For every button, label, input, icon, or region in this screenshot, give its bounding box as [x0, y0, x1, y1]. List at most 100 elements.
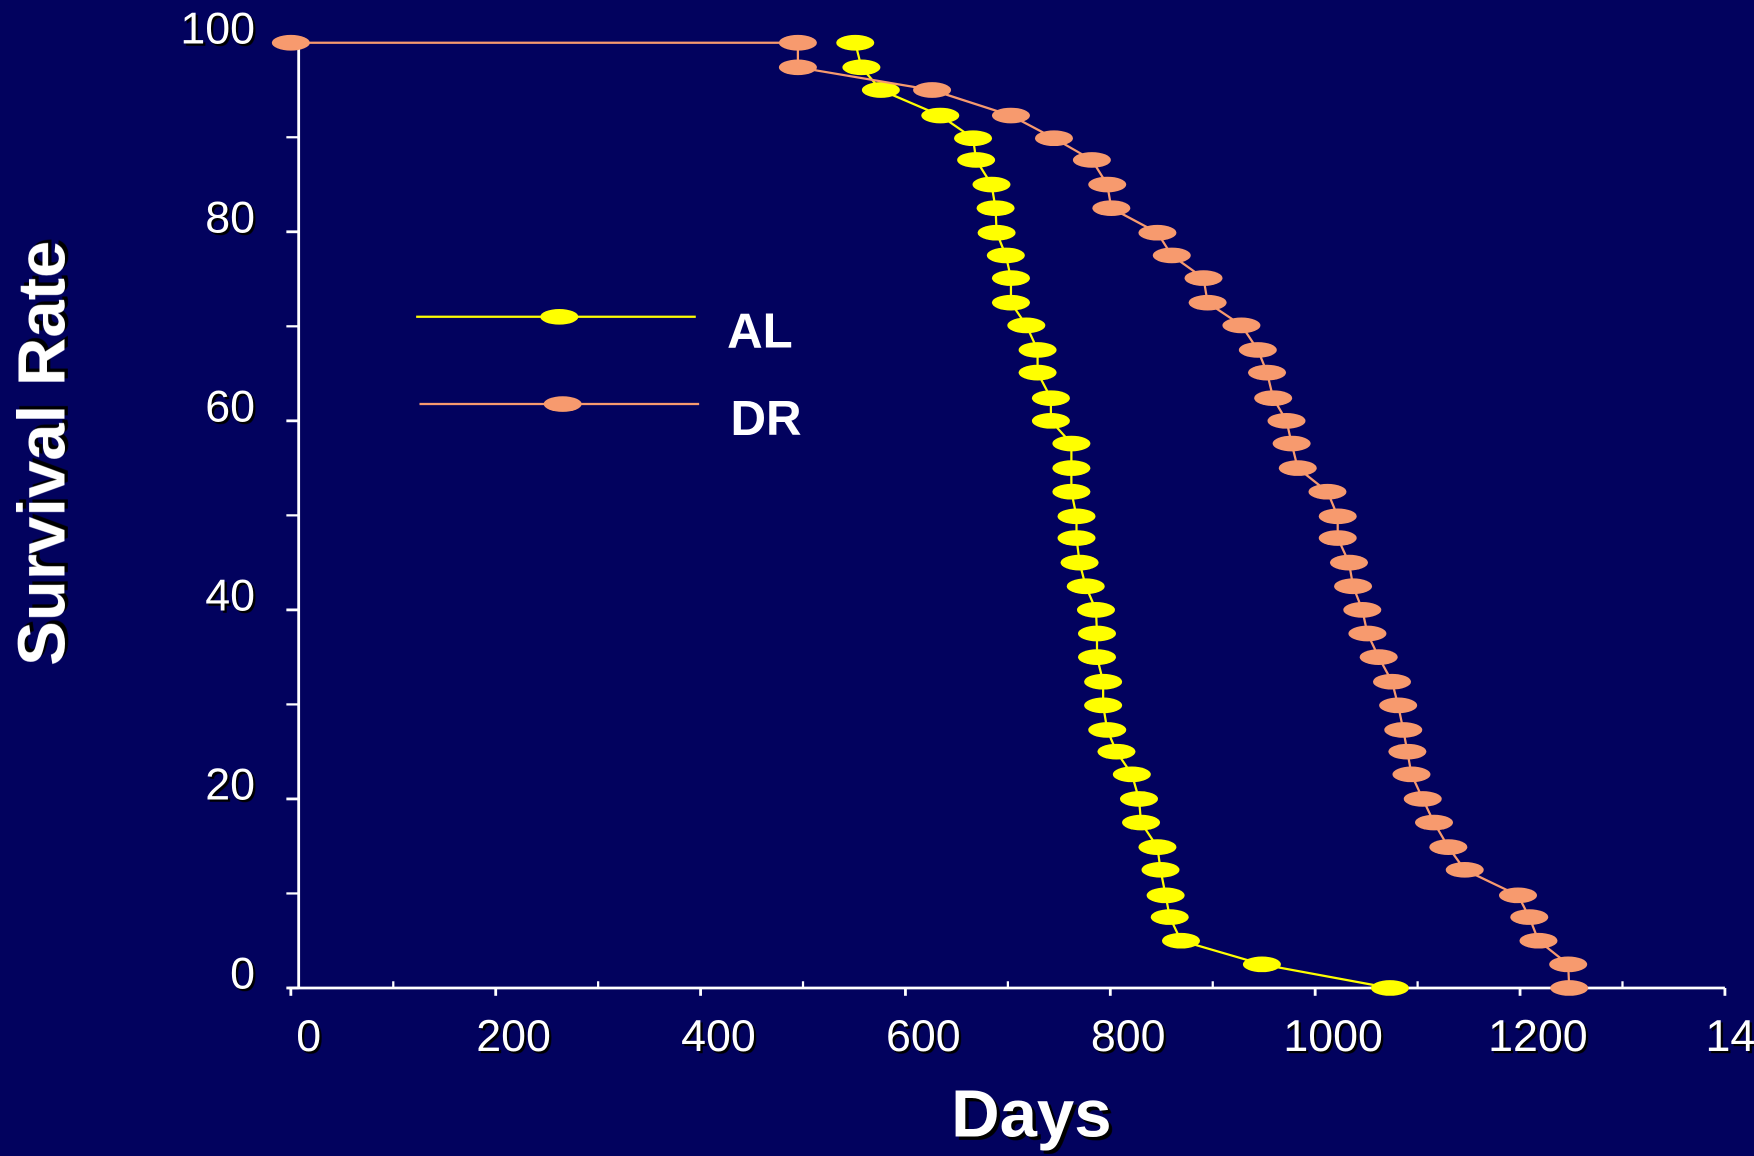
point: [1403, 791, 1442, 807]
point: [1414, 814, 1454, 831]
y-tick-label: 60: [205, 381, 255, 431]
point: [1077, 625, 1117, 642]
point: [1052, 483, 1091, 500]
point: [778, 34, 817, 51]
point: [1084, 697, 1123, 714]
point: [913, 82, 952, 98]
y-tick-label: 40: [205, 571, 255, 621]
point: [1152, 247, 1191, 264]
point: [1242, 956, 1281, 973]
point: [1031, 390, 1070, 406]
y-tick-label: 80: [205, 192, 255, 242]
point: [1007, 317, 1046, 334]
point: [1141, 861, 1180, 878]
point: [1057, 530, 1096, 546]
legend-label: AL: [727, 304, 793, 359]
point: [1018, 364, 1057, 381]
point: [1445, 861, 1484, 878]
point: [778, 59, 817, 76]
point: [1359, 649, 1398, 665]
point: [1188, 294, 1227, 311]
point: [991, 270, 1030, 286]
point: [1138, 839, 1177, 855]
point: [954, 130, 993, 147]
point: [972, 176, 1011, 193]
point: [1119, 791, 1159, 807]
legend-label: DR: [730, 391, 801, 446]
point: [1122, 814, 1161, 831]
point: [1018, 342, 1057, 358]
point: [1498, 887, 1538, 904]
point: [1370, 980, 1409, 996]
point: [976, 200, 1015, 216]
point: [991, 294, 1030, 311]
point: [1254, 390, 1293, 406]
point: [1052, 460, 1091, 476]
point: [1384, 722, 1423, 738]
x-tick-label: 200: [476, 1011, 551, 1061]
point: [1222, 317, 1261, 334]
point: [1072, 152, 1111, 168]
point: [1150, 909, 1189, 925]
point: [1138, 224, 1177, 241]
point: [1318, 508, 1357, 525]
x-tick-label: 0: [296, 1011, 321, 1061]
point: [1329, 554, 1369, 571]
point: [1031, 413, 1070, 429]
point: [1248, 364, 1287, 381]
point: [1392, 766, 1431, 783]
point: [957, 152, 996, 168]
legend-marker: [540, 308, 579, 325]
point: [836, 34, 875, 51]
point: [842, 59, 881, 76]
point: [1097, 743, 1136, 760]
y-tick-label: 20: [205, 760, 255, 810]
point: [1348, 625, 1387, 642]
point: [1343, 602, 1382, 618]
point: [1066, 578, 1105, 595]
point: [1519, 932, 1558, 949]
point: [1034, 130, 1073, 147]
legend-marker: [543, 396, 582, 412]
point: [1388, 743, 1427, 760]
point: [1092, 200, 1131, 216]
point: [1318, 530, 1357, 546]
point: [1549, 956, 1588, 973]
point: [1146, 887, 1185, 904]
point: [1077, 649, 1117, 665]
point: [921, 107, 960, 124]
point: [1334, 578, 1373, 595]
point: [1510, 909, 1549, 925]
point: [861, 82, 900, 98]
point: [1372, 673, 1412, 690]
x-tick-label: 800: [1091, 1011, 1166, 1061]
point: [1112, 766, 1151, 783]
x-tick-label: 140: [1705, 1011, 1754, 1061]
point: [1379, 697, 1418, 714]
y-tick-label: 0: [230, 949, 255, 999]
x-tick-label: 1200: [1488, 1011, 1588, 1061]
point: [1052, 435, 1091, 452]
point: [1088, 722, 1127, 738]
point: [991, 107, 1030, 124]
point: [1550, 980, 1589, 996]
point: [1308, 483, 1347, 500]
point: [271, 34, 310, 51]
x-tick-label: 600: [886, 1011, 961, 1061]
point: [1057, 508, 1096, 525]
x-axis-title: Days: [951, 1077, 1111, 1152]
point: [1238, 342, 1277, 358]
point: [1267, 413, 1306, 429]
point: [1272, 435, 1311, 452]
point: [1088, 176, 1127, 193]
point: [986, 247, 1025, 264]
point: [1161, 932, 1201, 949]
x-tick-label: 400: [681, 1011, 756, 1061]
point: [1429, 839, 1468, 855]
x-tick-label: 1000: [1283, 1011, 1383, 1061]
y-tick-label: 100: [180, 3, 255, 53]
point: [1084, 673, 1123, 690]
